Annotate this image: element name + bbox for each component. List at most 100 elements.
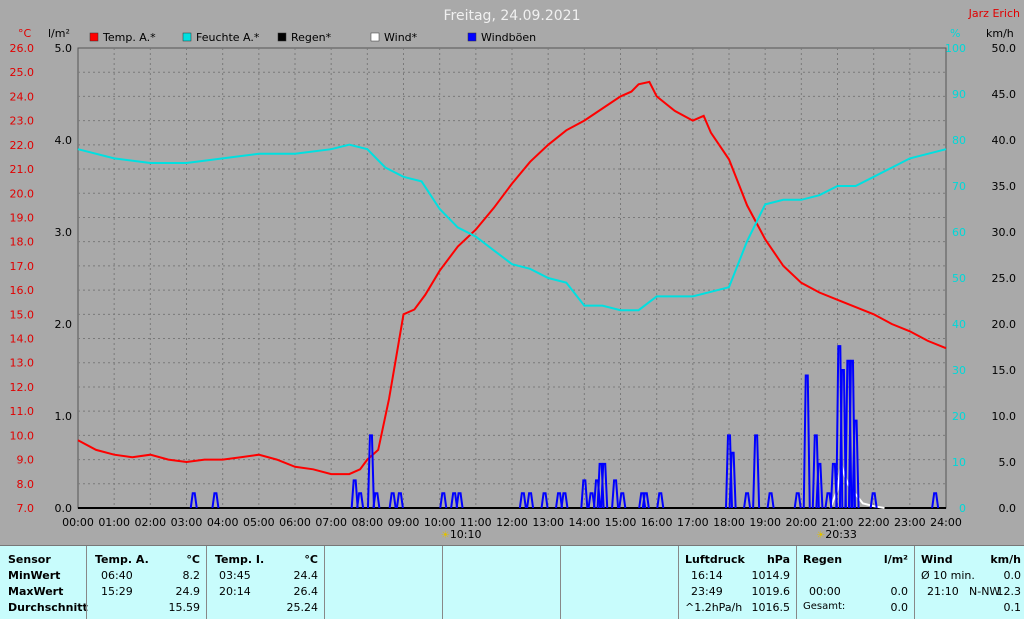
legend-label: Temp. A.*	[102, 31, 156, 44]
wind-tick-label: 10.0	[992, 410, 1017, 423]
row-min-label: MinWert	[8, 569, 61, 582]
rain-panel: Regen l/m² 00:00 0.0 Gesamt: 0.0	[796, 546, 914, 619]
wind-max-val: 12.3	[996, 585, 1022, 598]
x-tick-label: 10:00	[424, 516, 456, 529]
temp-tick-label: 21.0	[10, 163, 35, 176]
row-avg-label: Durchschnitt	[8, 601, 88, 614]
legend-label: Wind*	[384, 31, 418, 44]
humidity-tick-label: 100	[945, 42, 966, 55]
legend-swatch	[89, 32, 99, 42]
temp-tick-label: 12.0	[10, 381, 35, 394]
gust-spike	[189, 492, 198, 509]
pressure-unit: hPa	[766, 553, 790, 566]
rain-total-label: Gesamt:	[803, 601, 846, 612]
legend-swatch	[467, 32, 477, 42]
gust-spike	[869, 492, 878, 509]
gust-spike	[931, 492, 940, 509]
humidity-tick-label: 50	[952, 272, 966, 285]
temp-a-max-val: 24.9	[175, 585, 201, 598]
rain-unit-label: l/m²	[48, 27, 70, 40]
humidity-tick-label: 40	[952, 318, 966, 331]
wind-tick-label: 30.0	[992, 226, 1017, 239]
gust-spike	[211, 492, 220, 509]
empty-panel-1	[324, 546, 442, 619]
wind-min-val: 0.0	[1003, 569, 1022, 582]
wind-max-time: 21:10	[927, 585, 959, 598]
humidity-tick-label: 10	[952, 456, 966, 469]
humidity-tick-label: 0	[959, 502, 966, 515]
temp-i-panel: Temp. I. °C 03:45 24.4 20:14 26.4 25.24	[206, 546, 324, 619]
humidity-unit-label: %	[950, 27, 960, 40]
x-tick-label: 04:00	[207, 516, 239, 529]
sun-icon: ☀	[441, 530, 450, 541]
temp-i-min-val: 24.4	[293, 569, 319, 582]
wind-tick-label: 35.0	[992, 180, 1017, 193]
rain-total-val: 0.0	[890, 601, 909, 614]
rain-unit: l/m²	[883, 553, 908, 566]
temp-tick-label: 25.0	[10, 66, 35, 79]
temp-tick-label: 26.0	[10, 42, 35, 55]
empty-panel-3	[560, 546, 678, 619]
rain-tick-label: 4.0	[55, 134, 73, 147]
legend-label: Feuchte A.*	[196, 31, 260, 44]
temp-tick-label: 24.0	[10, 90, 35, 103]
gust-spike	[560, 492, 569, 509]
sun-marker-label: 10:10	[450, 528, 482, 541]
x-tick-label: 13:00	[532, 516, 564, 529]
legend-swatch	[277, 32, 287, 42]
gust-spike	[372, 492, 381, 509]
x-tick-label: 17:00	[677, 516, 709, 529]
legend-label: Windböen	[481, 31, 536, 44]
x-tick-label: 05:00	[243, 516, 275, 529]
x-tick-label: 07:00	[315, 516, 347, 529]
legend-label: Regen*	[291, 31, 332, 44]
axis-ticks: 00:00 01:00 02:00 03:00 04:00 05:00 06:00 07:00…	[10, 42, 1017, 529]
x-tick-label: 12:00	[496, 516, 528, 529]
gust-spike	[802, 374, 811, 509]
x-tick-label: 23:00	[894, 516, 926, 529]
temp-tick-label: 18.0	[10, 236, 35, 249]
temp-tick-label: 23.0	[10, 115, 35, 128]
gust-spike	[526, 492, 535, 509]
x-tick-label: 09:00	[388, 516, 420, 529]
wind-tick-label: 5.0	[999, 456, 1017, 469]
rain-tick-label: 2.0	[55, 318, 73, 331]
temp-tick-label: 8.0	[17, 478, 35, 491]
wind-tick-label: 20.0	[992, 318, 1017, 331]
temp-i-avg-val: 25.24	[286, 601, 319, 614]
gust-spike	[851, 419, 860, 509]
rain-tick-label: 0.0	[55, 502, 73, 515]
gust-spike	[793, 492, 802, 509]
temp-a-max-time: 15:29	[101, 585, 133, 598]
x-tick-label: 24:00	[930, 516, 962, 529]
sun-marker-label: 20:33	[825, 528, 857, 541]
humidity-tick-label: 70	[952, 180, 966, 193]
pressure-max-time: 23:49	[691, 585, 723, 598]
wind-unit-label: km/h	[986, 27, 1014, 40]
rain-max-time: 00:00	[809, 585, 841, 598]
gust-spike	[656, 492, 665, 509]
x-tick-label: 02:00	[134, 516, 166, 529]
gust-spike	[611, 479, 620, 509]
humidity-tick-label: 80	[952, 134, 966, 147]
gust-spike	[439, 492, 448, 509]
humidity-tick-label: 90	[952, 88, 966, 101]
x-tick-label: 08:00	[351, 516, 383, 529]
gust-spike	[455, 492, 464, 509]
humidity-tick-label: 60	[952, 226, 966, 239]
wind-tick-label: 0.0	[999, 502, 1017, 515]
weather-chart: Freitag, 24.09.2021 Jarz Erich °C l/m² %…	[10, 7, 1021, 541]
wind-title: Wind	[921, 553, 953, 566]
gust-spike	[641, 492, 650, 509]
row-max-label: MaxWert	[8, 585, 64, 598]
rain-title: Regen	[803, 553, 843, 566]
gust-spike	[395, 492, 404, 509]
gust-spike	[743, 492, 752, 509]
pressure-trend: ^1.2hPa/h	[685, 601, 743, 614]
gust-spike	[356, 492, 365, 509]
pressure-panel: Luftdruck hPa 16:14 1014.9 23:49 1019.6 …	[678, 546, 796, 619]
gust-spike	[388, 492, 397, 509]
temp-tick-label: 15.0	[10, 308, 35, 321]
humidity-tick-label: 30	[952, 364, 966, 377]
x-tick-label: 16:00	[641, 516, 673, 529]
